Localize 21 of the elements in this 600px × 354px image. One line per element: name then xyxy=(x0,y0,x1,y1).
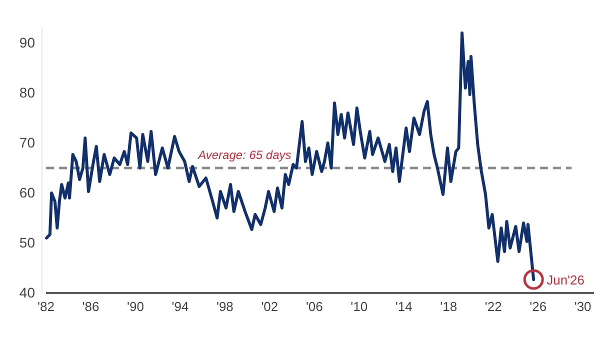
x-tick-label: '10 xyxy=(350,299,368,314)
x-tick-label: '30 xyxy=(574,299,592,314)
x-tick-label: '90 xyxy=(126,299,144,314)
x-tick-label: '18 xyxy=(440,299,458,314)
x-tick-label: '22 xyxy=(484,299,502,314)
x-tick-label: '82 xyxy=(38,299,54,314)
y-tick-label: 60 xyxy=(19,184,36,200)
y-tick-label: 70 xyxy=(19,134,36,150)
x-tick-label: '06 xyxy=(306,299,323,314)
x-tick-label: '86 xyxy=(82,299,100,314)
annotation: Jun'26 xyxy=(546,272,585,288)
x-tick-label: '14 xyxy=(395,299,412,314)
y-tick-label: 50 xyxy=(19,234,36,250)
x-tick-label: '94 xyxy=(172,299,189,314)
y-tick-label: 90 xyxy=(19,34,36,50)
x-tick-label: '26 xyxy=(530,299,547,314)
x-tick-label: '98 xyxy=(216,299,234,314)
ref-line-label: Average: 65 days xyxy=(197,148,292,162)
y-tick-label: 80 xyxy=(19,84,36,100)
y-tick-label: 40 xyxy=(19,284,36,300)
x-tick-label: '02 xyxy=(261,299,278,314)
